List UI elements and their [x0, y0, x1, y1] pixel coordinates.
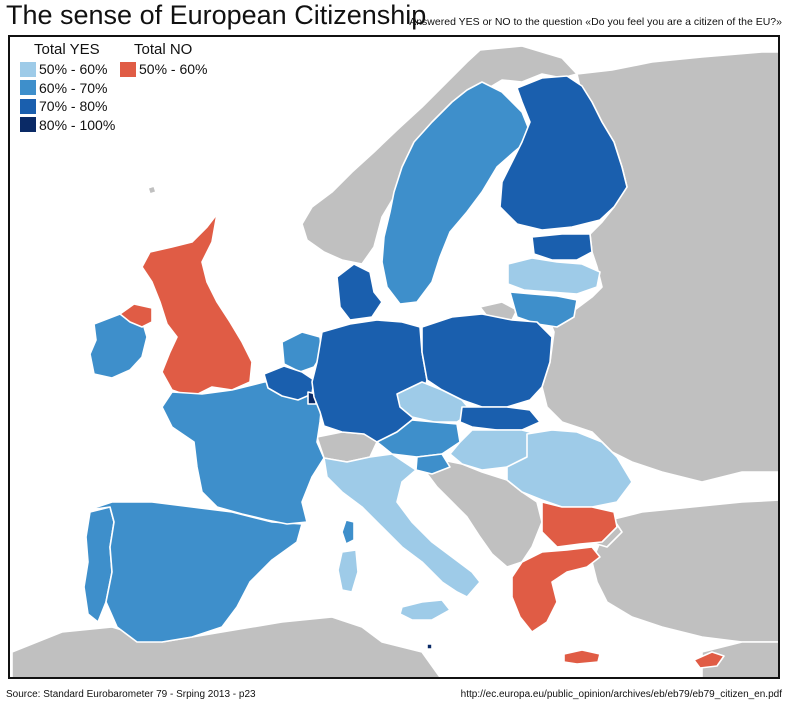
region-sicily — [399, 599, 451, 621]
legend-no-item-1: 50% - 60% — [120, 60, 207, 79]
region-sardinia — [337, 549, 359, 593]
legend-item-label: 60% - 70% — [39, 79, 108, 96]
region-balkans — [421, 459, 543, 568]
region-finland — [499, 75, 628, 231]
region-bulgaria — [541, 501, 618, 548]
legend-item-label: 50% - 60% — [39, 61, 108, 78]
legend-item-label: 50% - 60% — [139, 61, 208, 78]
region-france — [161, 379, 325, 525]
region-slovakia — [459, 406, 541, 431]
legend-yes-group: Total YES 50% - 60% 60% - 70% 70% - 80% … — [20, 41, 115, 134]
region-greece — [511, 546, 601, 633]
region-norway — [301, 45, 578, 265]
region-corsica — [341, 519, 355, 545]
region-north-africa — [11, 616, 441, 677]
legend-yes-item-4: 80% - 100% — [20, 116, 115, 135]
region-malta — [426, 643, 433, 650]
region-united-kingdom — [141, 213, 253, 398]
region-italy — [323, 453, 481, 598]
legend-swatch — [120, 61, 136, 77]
legend-no-title: Total NO — [134, 41, 193, 58]
legend-swatch — [20, 98, 36, 114]
legend-yes-title: Total YES — [34, 41, 100, 58]
region-cyprus — [693, 651, 725, 669]
region-denmark — [336, 263, 383, 321]
legend-swatch — [20, 61, 36, 77]
region-turkey — [591, 499, 778, 643]
region-northern-ireland — [119, 303, 153, 328]
legend: Total YES 50% - 60% 60% - 70% 70% - 80% … — [10, 37, 242, 141]
region-estonia — [531, 233, 593, 261]
region-lithuania — [509, 291, 578, 328]
region-middle-east — [701, 641, 778, 677]
region-austria — [376, 419, 461, 458]
source-url: http://ec.europa.eu/public_opinion/archi… — [460, 689, 782, 700]
map-title: The sense of European Citizenship — [6, 0, 427, 30]
legend-item-label: 80% - 100% — [39, 116, 116, 133]
eu-countries — [83, 75, 725, 669]
region-poland — [421, 313, 553, 408]
legend-no-group: Total NO 50% - 60% — [120, 41, 207, 79]
map-frame: Total YES 50% - 60% 60% - 70% 70% - 80% … — [8, 35, 780, 679]
region-slovenia — [415, 453, 451, 475]
europe-map — [11, 45, 778, 677]
legend-yes-item-2: 60% - 70% — [20, 79, 115, 98]
legend-yes-item-1: 50% - 60% — [20, 60, 115, 79]
region-latvia — [507, 257, 601, 295]
region-faroe — [147, 185, 157, 195]
non-eu-land — [11, 45, 778, 677]
map-subtitle: Answered YES or NO to the question «Do y… — [409, 16, 782, 28]
region-sweden — [381, 81, 533, 305]
legend-yes-item-3: 70% - 80% — [20, 97, 115, 116]
legend-swatch — [20, 117, 36, 133]
region-spain — [87, 501, 303, 643]
legend-swatch — [20, 80, 36, 96]
legend-item-label: 70% - 80% — [39, 98, 108, 115]
region-crete — [563, 649, 601, 665]
source-note: Source: Standard Eurobarometer 79 - Srpi… — [6, 689, 256, 700]
